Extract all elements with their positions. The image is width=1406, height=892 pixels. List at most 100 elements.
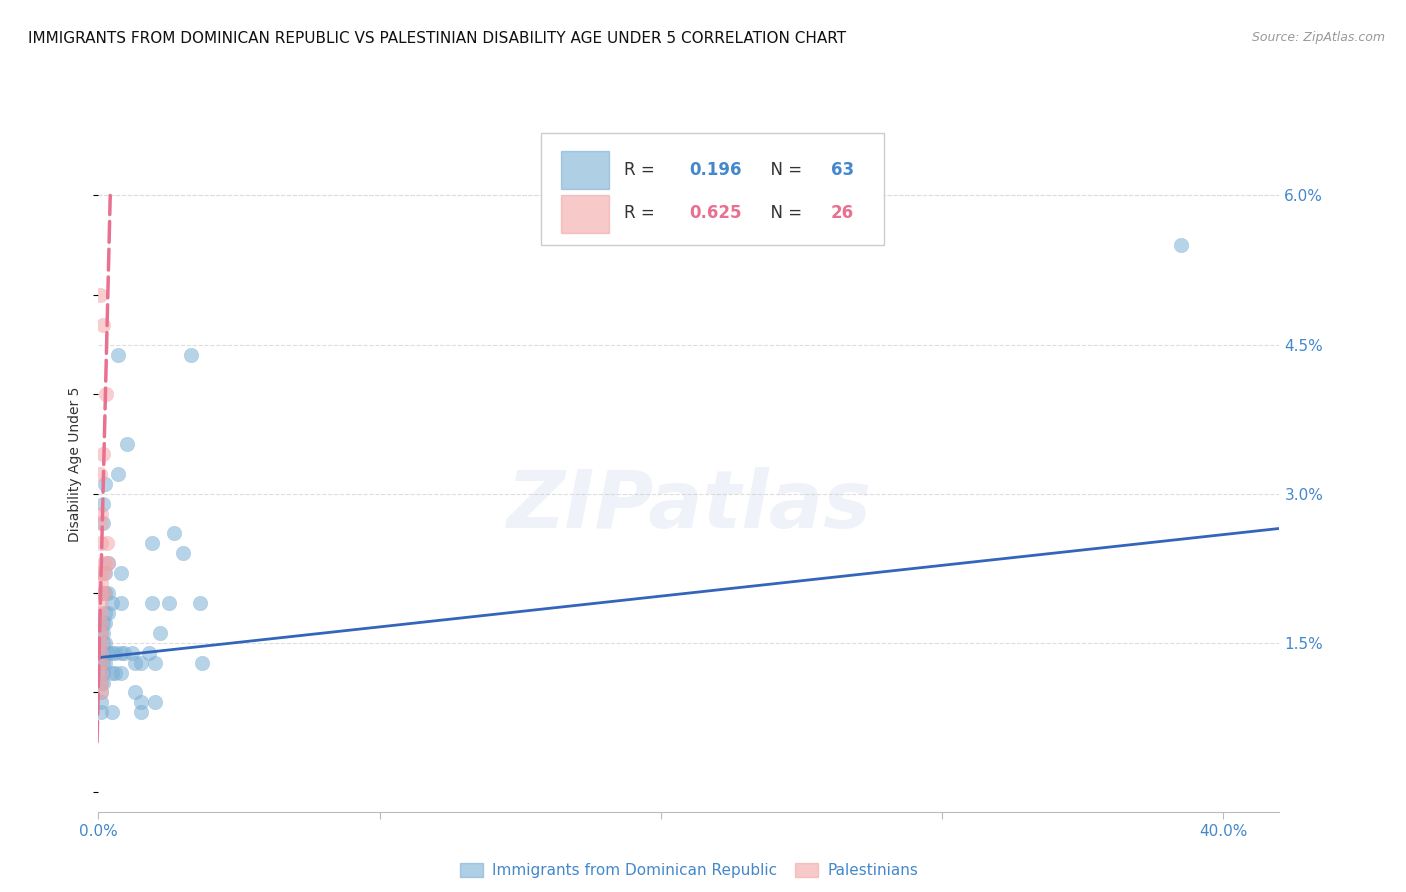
Point bbox=[93, 636, 115, 650]
Point bbox=[90, 507, 112, 521]
Point bbox=[90, 685, 112, 699]
Point bbox=[101, 665, 124, 680]
FancyBboxPatch shape bbox=[561, 194, 609, 233]
Point bbox=[93, 318, 115, 332]
Point bbox=[90, 606, 112, 620]
Point bbox=[97, 556, 120, 570]
Point bbox=[110, 566, 132, 581]
Point bbox=[101, 706, 124, 720]
Point bbox=[93, 556, 115, 570]
Point bbox=[107, 347, 129, 361]
FancyBboxPatch shape bbox=[541, 134, 884, 244]
Point bbox=[93, 615, 115, 630]
Point bbox=[94, 606, 117, 620]
Point bbox=[97, 606, 120, 620]
Point bbox=[90, 615, 112, 630]
Point bbox=[93, 586, 115, 600]
Point bbox=[138, 646, 160, 660]
Point bbox=[94, 636, 117, 650]
Text: N =: N = bbox=[759, 161, 807, 178]
Point bbox=[143, 656, 166, 670]
Point bbox=[93, 447, 115, 461]
Point bbox=[89, 467, 111, 481]
Point bbox=[93, 675, 115, 690]
Point bbox=[141, 536, 163, 550]
Point bbox=[93, 665, 115, 680]
Point bbox=[149, 625, 172, 640]
Point bbox=[94, 615, 117, 630]
Point bbox=[157, 596, 180, 610]
Point bbox=[188, 596, 211, 610]
Point bbox=[90, 656, 112, 670]
Point bbox=[101, 596, 124, 610]
Point bbox=[93, 586, 115, 600]
Point bbox=[94, 476, 117, 491]
Point bbox=[93, 625, 115, 640]
Point bbox=[143, 695, 166, 709]
Point bbox=[163, 526, 186, 541]
Text: 26: 26 bbox=[831, 204, 853, 222]
Text: ZIPatlas: ZIPatlas bbox=[506, 467, 872, 545]
Text: 0.625: 0.625 bbox=[689, 204, 741, 222]
Point bbox=[121, 646, 143, 660]
Point bbox=[129, 695, 152, 709]
FancyBboxPatch shape bbox=[561, 151, 609, 189]
Point bbox=[90, 586, 112, 600]
Point bbox=[90, 646, 112, 660]
Point bbox=[1170, 238, 1192, 252]
Point bbox=[96, 536, 118, 550]
Point bbox=[97, 586, 120, 600]
Point bbox=[107, 467, 129, 481]
Point bbox=[96, 387, 118, 401]
Point bbox=[90, 625, 112, 640]
Text: R =: R = bbox=[624, 161, 659, 178]
Point bbox=[124, 685, 146, 699]
Point bbox=[90, 665, 112, 680]
Point bbox=[90, 566, 112, 581]
Point bbox=[110, 596, 132, 610]
Point bbox=[90, 576, 112, 591]
Point bbox=[90, 646, 112, 660]
Point bbox=[112, 646, 135, 660]
Text: IMMIGRANTS FROM DOMINICAN REPUBLIC VS PALESTINIAN DISABILITY AGE UNDER 5 CORRELA: IMMIGRANTS FROM DOMINICAN REPUBLIC VS PA… bbox=[28, 31, 846, 46]
Point bbox=[93, 656, 115, 670]
Point bbox=[129, 706, 152, 720]
Text: 63: 63 bbox=[831, 161, 853, 178]
Point bbox=[141, 596, 163, 610]
Text: N =: N = bbox=[759, 204, 807, 222]
Point bbox=[90, 695, 112, 709]
Point bbox=[104, 665, 127, 680]
Point bbox=[94, 586, 117, 600]
Point bbox=[101, 646, 124, 660]
Point bbox=[91, 516, 114, 531]
Point bbox=[104, 646, 127, 660]
Point bbox=[89, 288, 111, 302]
Point bbox=[191, 656, 214, 670]
Point bbox=[97, 556, 120, 570]
Point bbox=[93, 566, 115, 581]
Point bbox=[90, 675, 112, 690]
Point bbox=[90, 685, 112, 699]
Point bbox=[115, 437, 138, 451]
Point bbox=[110, 665, 132, 680]
Point bbox=[90, 596, 112, 610]
Point bbox=[90, 675, 112, 690]
Point bbox=[90, 636, 112, 650]
Point bbox=[90, 615, 112, 630]
Point bbox=[172, 546, 194, 560]
Point bbox=[90, 516, 112, 531]
Text: 0.196: 0.196 bbox=[689, 161, 741, 178]
Point bbox=[90, 665, 112, 680]
Point bbox=[129, 656, 152, 670]
Point bbox=[90, 656, 112, 670]
Point bbox=[94, 566, 117, 581]
Point bbox=[110, 646, 132, 660]
Y-axis label: Disability Age Under 5: Disability Age Under 5 bbox=[69, 386, 83, 541]
Point bbox=[180, 347, 202, 361]
Point bbox=[93, 646, 115, 660]
Point bbox=[90, 536, 112, 550]
Point bbox=[97, 646, 120, 660]
Text: R =: R = bbox=[624, 204, 659, 222]
Point bbox=[124, 656, 146, 670]
Point bbox=[90, 625, 112, 640]
